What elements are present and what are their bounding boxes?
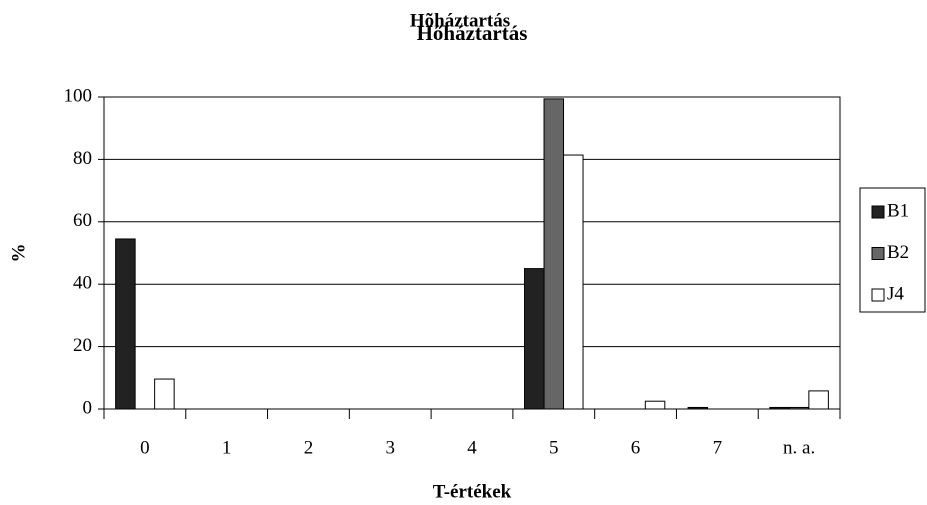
bar [115,238,136,410]
legend-label: B1 [887,200,909,221]
bar [563,154,584,410]
x-tick-label: 0 [140,437,150,458]
x-tick-label: 2 [304,437,314,458]
plot-area [103,96,841,410]
x-tick-label: 1 [222,437,232,458]
bar [769,406,790,410]
x-tick-label: 5 [549,437,559,458]
y-tick-label: 0 [83,397,93,418]
bar [808,390,829,410]
legend-label: B2 [887,242,909,263]
y-tick-label: 40 [73,273,92,294]
y-tick-label: 100 [64,85,93,106]
bar [154,378,175,410]
bar [524,268,545,410]
x-tick-label: 3 [385,437,395,458]
y-tick-label: 80 [73,148,92,169]
x-axis-label: T-értékek [433,481,512,502]
legend-box [859,187,926,313]
x-tick-label: 7 [713,437,723,458]
bar [543,98,565,410]
x-tick-label: 4 [467,437,477,458]
y-tick-label: 20 [73,335,92,356]
x-tick-label: 6 [631,437,641,458]
bar [687,406,709,410]
legend-swatch [871,205,885,219]
chart-title-overlay: Hõháztartás [410,10,510,31]
legend-swatch [871,288,885,302]
legend-label: J4 [887,283,904,304]
y-tick-label: 60 [73,210,92,231]
x-tick-label: n. a. [783,437,815,458]
bar [788,406,810,410]
y-axis-label: % [8,244,29,263]
legend-swatch [871,247,885,260]
bar [644,400,666,410]
chart-title: Hőháztartás [417,21,528,45]
